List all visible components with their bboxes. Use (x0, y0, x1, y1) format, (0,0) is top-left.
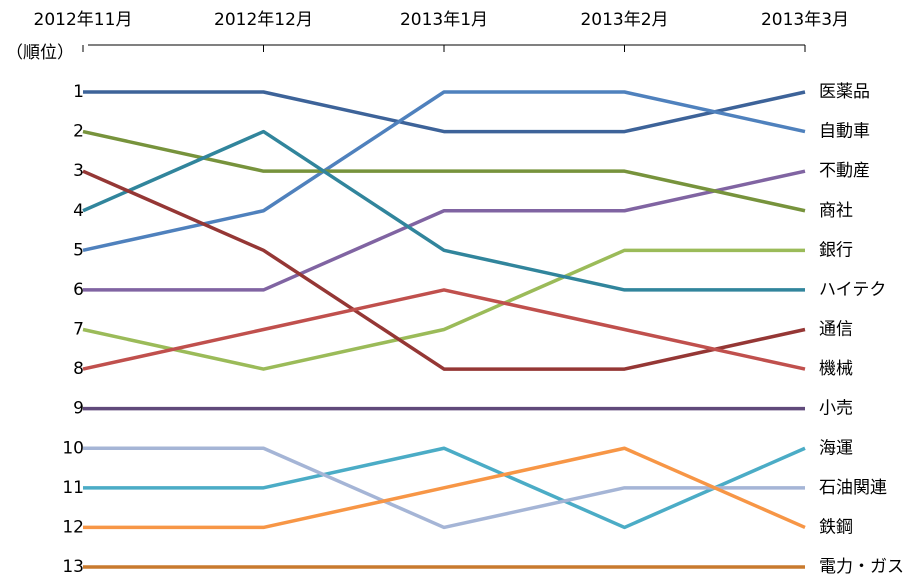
y-tick-label: 13 (62, 557, 84, 577)
series-label: 電力・ガス (819, 557, 904, 577)
series-label: 鉄鋼 (819, 517, 853, 537)
series-label: 医薬品 (819, 82, 870, 102)
series-label: 機械 (819, 359, 853, 379)
series-label: 銀行 (819, 240, 853, 260)
series-line (82, 129, 805, 292)
y-tick-label: 5 (73, 240, 84, 260)
y-tick-label: 10 (62, 438, 84, 458)
series-label: 自動車 (819, 122, 870, 142)
x-tick-label: 2013年3月 (761, 10, 849, 30)
y-tick-label: 1 (73, 82, 84, 102)
x-tick-label: 2013年1月 (400, 10, 488, 30)
series-label: 不動産 (819, 161, 870, 181)
y-tick-label: 8 (73, 359, 84, 379)
x-tick-label: 2012年11月 (34, 10, 133, 30)
series-line (82, 288, 806, 371)
y-tick-label: 3 (73, 161, 84, 181)
y-tick-label: 2 (73, 122, 84, 142)
series-line (83, 446, 806, 530)
series-label: 小売 (819, 399, 853, 419)
series-line (83, 446, 805, 530)
y-tick-label: 4 (73, 201, 84, 221)
series-label: 石油関連 (819, 478, 887, 498)
series-label: 商社 (819, 201, 853, 221)
series-line (83, 169, 806, 292)
y-tick-label: 11 (62, 478, 84, 498)
series-line (82, 248, 805, 371)
series-label: 海運 (819, 438, 853, 458)
y-tick-label: 7 (73, 320, 84, 340)
series-label: 通信 (819, 320, 853, 340)
y-tick-label: 6 (73, 280, 84, 300)
x-tick-label: 2012年12月 (214, 10, 313, 30)
series-line (82, 169, 806, 371)
series-label: ハイテク (819, 280, 886, 300)
y-axis-label: （順位） (6, 43, 74, 63)
x-tick-label: 2013年2月 (580, 10, 668, 30)
y-tick-label: 9 (73, 399, 84, 419)
y-tick-label: 12 (62, 517, 84, 537)
series-line (82, 129, 806, 213)
series-line (83, 90, 806, 134)
series-line (83, 446, 806, 530)
